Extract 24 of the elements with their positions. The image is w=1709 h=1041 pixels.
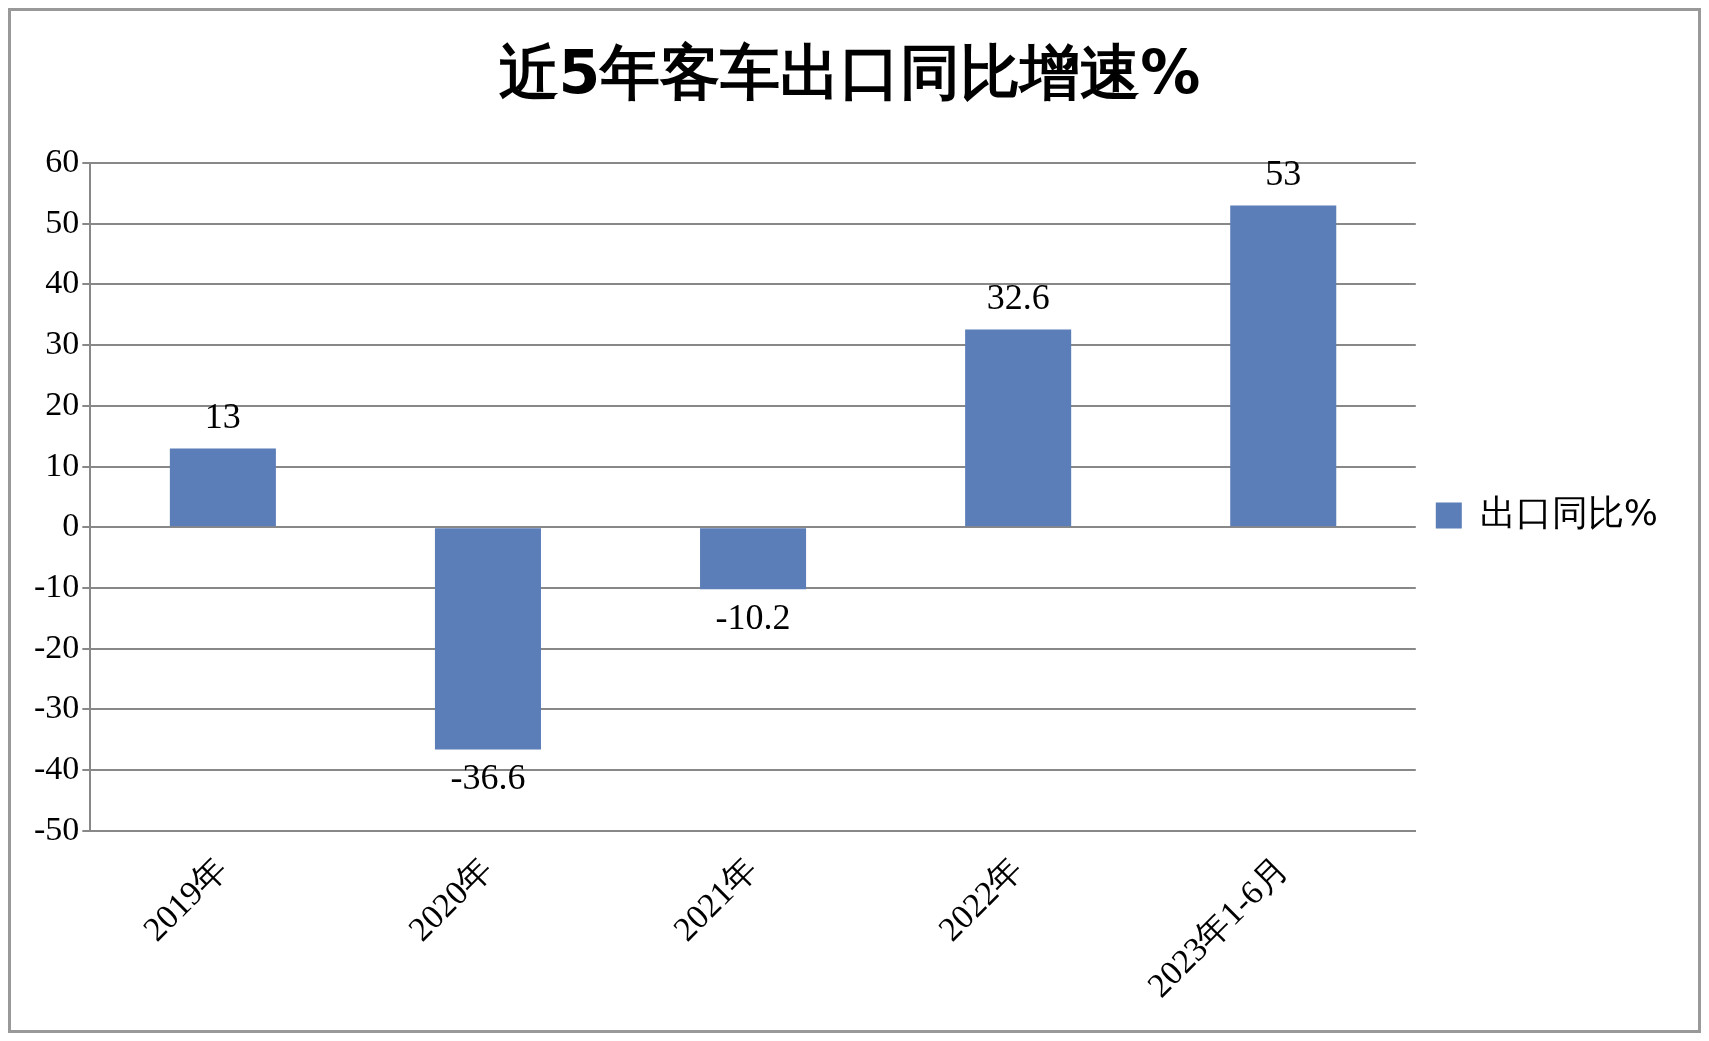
- y-tick-label: -50: [33, 809, 80, 847]
- data-label: 13: [204, 395, 241, 436]
- y-tick-label: -10: [33, 566, 80, 604]
- y-tick-label: 60: [45, 141, 80, 179]
- y-tick-label: -20: [33, 627, 80, 665]
- bar: [965, 329, 1072, 527]
- data-label: 53: [1265, 152, 1302, 193]
- legend-label: 出口同比%: [1479, 491, 1659, 533]
- chart-title: 近5年客车出口同比增速%: [498, 36, 1201, 107]
- bar: [169, 448, 276, 527]
- y-tick-label: 10: [45, 445, 80, 483]
- data-label: -36.6: [450, 757, 526, 798]
- y-tick-label: 50: [45, 202, 80, 240]
- y-tick-label: 30: [45, 324, 80, 362]
- y-tick-label: -30: [33, 688, 80, 726]
- bar: [1230, 205, 1337, 527]
- bar: [434, 528, 541, 750]
- y-tick-label: 20: [45, 384, 80, 422]
- data-label: -10.2: [715, 596, 791, 637]
- y-tick-label: -40: [33, 749, 80, 787]
- y-tick-label: 40: [45, 263, 80, 301]
- y-tick-label: 0: [62, 506, 80, 544]
- data-label: 32.6: [986, 276, 1050, 317]
- bar: [700, 528, 807, 590]
